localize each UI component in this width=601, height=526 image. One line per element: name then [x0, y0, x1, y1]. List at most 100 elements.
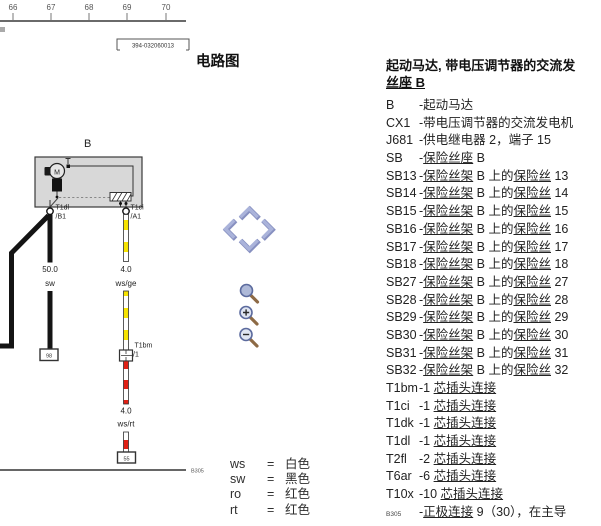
- component-desc: -6 芯插头连接: [419, 468, 496, 486]
- magnifier-plus-icon[interactable]: [239, 305, 259, 326]
- component-link[interactable]: 保险丝: [513, 292, 551, 307]
- connector-detail: [121, 350, 132, 361]
- component-text: 17: [551, 239, 569, 254]
- connection-box-left: [39, 348, 59, 362]
- component-link[interactable]: 保险丝: [513, 310, 551, 325]
- wire-color-code: ws/ge: [115, 279, 137, 288]
- component-item: B -起动马达: [386, 97, 601, 115]
- color-abbr: sw: [230, 472, 246, 487]
- component-item: B305 -正极连接 9（30），在主导: [386, 504, 601, 522]
- component-code: SB16: [386, 221, 417, 236]
- magnifier-icon[interactable]: [239, 283, 260, 304]
- component-link[interactable]: 保险丝: [513, 186, 551, 201]
- equals-sign: =: [267, 487, 275, 502]
- chevron-up-icon[interactable]: [238, 205, 261, 221]
- wire-sw: 50.0 sw 98: [0, 213, 59, 362]
- ruler: 66 67 68 69 70: [0, 3, 186, 32]
- component-item: SB17 -保险丝架 B 上的保险丝 17: [386, 239, 601, 257]
- component-text: -6: [419, 469, 434, 484]
- component-item: SB32 -保险丝架 B 上的保险丝 32: [386, 362, 601, 380]
- component-code: SB32: [386, 363, 417, 378]
- component-code: B: [386, 98, 395, 112]
- component-link[interactable]: 保险丝: [513, 257, 551, 272]
- component-link[interactable]: 保险丝架: [423, 274, 474, 289]
- component-link[interactable]: 芯插头连接: [433, 398, 497, 413]
- wire-sw-lower: [47, 291, 53, 350]
- chevron-down-icon[interactable]: [238, 238, 261, 254]
- component-link[interactable]: 保险丝架: [423, 327, 474, 342]
- component-link[interactable]: 保险丝: [513, 327, 551, 342]
- component-link[interactable]: 芯插头连接: [433, 416, 497, 431]
- component-text: -供电继电器 2，端子 15: [419, 133, 551, 148]
- component-link[interactable]: 保险丝架: [423, 257, 474, 272]
- component-link[interactable]: 保险丝架: [423, 221, 474, 236]
- component-link[interactable]: 保险丝: [513, 274, 551, 289]
- ruler-tick-label: 68: [85, 3, 94, 12]
- component-text: 9（30），在主导: [473, 504, 567, 519]
- component-text: 28: [551, 292, 569, 307]
- wire-gauge: 4.0: [120, 265, 132, 274]
- component-code: SB27: [386, 274, 417, 289]
- ruler-tick-label: 70: [162, 3, 171, 12]
- color-abbr: ro: [230, 487, 242, 502]
- component-link[interactable]: 保险丝架: [423, 345, 474, 360]
- wire-ws-rt: 4.0 ws/rt 55: [116, 360, 137, 464]
- equals-sign: =: [267, 502, 275, 517]
- plate-border: [116, 38, 190, 51]
- connection-box-right-label: 55: [123, 457, 129, 463]
- component-link[interactable]: 芯插头连接: [433, 381, 497, 395]
- component-text: 31: [551, 345, 569, 360]
- component-link[interactable]: 保险丝架: [423, 204, 474, 219]
- component-link[interactable]: 保险丝: [513, 345, 551, 360]
- component-code: SB17: [386, 239, 417, 254]
- connection-label: B305: [191, 469, 204, 475]
- chevron-right-icon[interactable]: [261, 218, 276, 241]
- chevron-left-icon[interactable]: [222, 218, 238, 241]
- component-text: B 上的: [473, 274, 514, 289]
- component-text: -: [419, 239, 424, 254]
- component-link[interactable]: 保险丝: [513, 221, 551, 236]
- solenoid-winding: [52, 178, 62, 192]
- component-text: -1: [419, 434, 434, 449]
- component-link[interactable]: 保险丝: [513, 168, 551, 183]
- component-link[interactable]: 保险丝: [513, 363, 551, 378]
- component-link[interactable]: 芯插头连接: [433, 451, 497, 466]
- component-link[interactable]: 保险丝架: [423, 186, 474, 201]
- component-code: T2fl: [386, 451, 407, 466]
- component-item: SB15 -保险丝架 B 上的保险丝 15: [386, 203, 601, 221]
- junction-dot: [119, 202, 122, 205]
- component-link[interactable]: 芯插头连接: [433, 434, 497, 449]
- component-link[interactable]: 芯插头连接: [440, 487, 504, 502]
- component-link[interactable]: 保险丝架: [423, 239, 474, 254]
- component-link[interactable]: 芯插头连接: [433, 469, 497, 484]
- legend-title-line2: 丝座 B: [386, 74, 426, 90]
- component-code: J681: [386, 133, 414, 148]
- component-item: T1dk -1 芯插头连接: [386, 415, 601, 433]
- component-text: -: [419, 310, 424, 325]
- component-link[interactable]: 正极连接: [423, 504, 474, 519]
- component-item: SB28 -保险丝架 B 上的保险丝 28: [386, 292, 601, 310]
- component-link[interactable]: 保险丝架: [423, 363, 474, 378]
- connection-box-right: [116, 451, 137, 464]
- plus-glyph: [243, 309, 250, 316]
- component-text: B 上的: [473, 204, 514, 219]
- component-link[interactable]: 保险丝座: [423, 151, 474, 166]
- color-key: ws = 白色 sw = 黑色 ro = 红色 rt = 红色: [230, 457, 310, 518]
- component-link[interactable]: 保险丝架: [423, 310, 474, 325]
- color-name: 黑色: [285, 472, 311, 487]
- component-link[interactable]: 保险丝架: [423, 292, 474, 307]
- component-item: SB16 -保险丝架 B 上的保险丝 16: [386, 221, 601, 239]
- component-item: CX1 -带电压调节器的交流发电机: [386, 115, 601, 133]
- wire-ws-ge: 4.0 ws/ge: [115, 214, 137, 351]
- ruler-tick-label: 69: [123, 3, 132, 12]
- component-item: T6ar -6 芯插头连接: [386, 468, 601, 486]
- component-item: SB29 -保险丝架 B 上的保险丝 29: [386, 309, 601, 327]
- component-link[interactable]: 保险丝架: [423, 168, 474, 183]
- junction-dot: [124, 202, 128, 205]
- component-code: SB: [386, 151, 403, 166]
- component-link[interactable]: 保险丝: [513, 239, 551, 254]
- component-link[interactable]: 保险丝: [513, 204, 551, 219]
- component-desc: -保险丝架 B 上的保险丝 31: [419, 345, 568, 363]
- magnifier-minus-icon[interactable]: [239, 327, 259, 348]
- terminal-right-pin: /A1: [131, 214, 142, 221]
